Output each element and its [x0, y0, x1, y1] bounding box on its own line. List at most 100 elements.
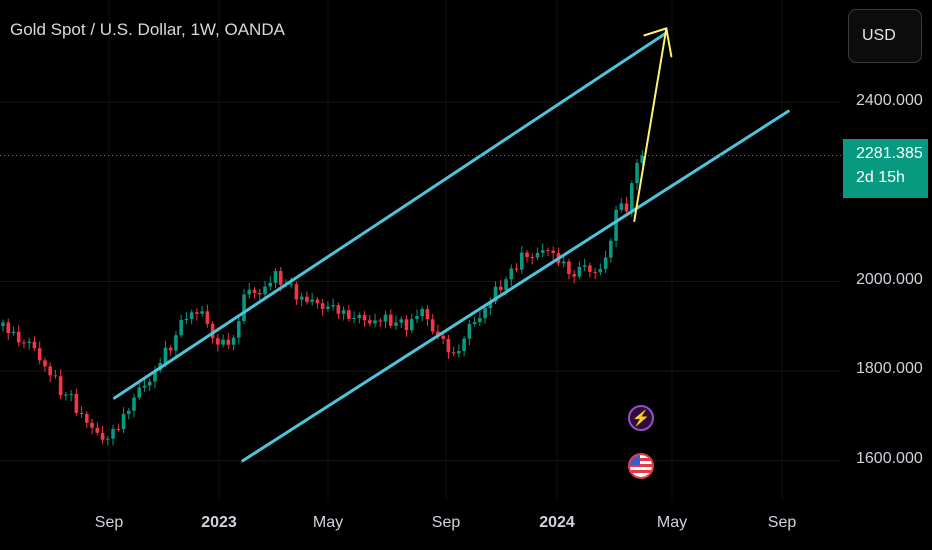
candle-body [399, 319, 404, 323]
us-flag-icon[interactable] [628, 453, 654, 479]
candle-body [425, 309, 430, 320]
candle-body [210, 323, 215, 339]
candle-body [179, 320, 183, 336]
candle-body [299, 296, 304, 300]
candle-body [509, 268, 514, 280]
candle-body [6, 322, 11, 334]
candle-body [11, 331, 16, 334]
y-axis-label-1600: 1600.000 [856, 450, 923, 467]
candle-body [174, 335, 178, 351]
candle-body [142, 385, 147, 388]
candle-body [619, 203, 624, 210]
arrow-head [643, 27, 673, 58]
candle-body [540, 250, 545, 253]
candle-body [153, 370, 157, 382]
candle-body [294, 284, 299, 300]
candle-body [441, 335, 445, 339]
candle-body [132, 397, 136, 411]
candle-body [53, 375, 58, 377]
candle-body [37, 348, 42, 361]
candle-body [347, 310, 351, 319]
candle-body [69, 393, 73, 395]
candle-body [252, 289, 257, 293]
candle-body [341, 310, 346, 314]
projection-arrow [633, 27, 668, 223]
candle-body [614, 209, 618, 241]
candle-body [373, 320, 377, 324]
candle-body [378, 320, 383, 322]
candle-body [624, 203, 629, 212]
candle-body [415, 316, 419, 320]
candle-body [446, 338, 451, 353]
candle-body [320, 303, 325, 309]
candle-body [1, 322, 5, 327]
candle-body [90, 422, 94, 428]
x-axis-label-sep-2022: Sep [94, 514, 124, 531]
candle-body [184, 318, 189, 321]
candle-body [22, 342, 26, 344]
candle-body [242, 294, 246, 322]
y-axis-label-1800: 1800.000 [856, 360, 923, 377]
candle-body [216, 338, 220, 345]
candle-body [336, 305, 341, 314]
candle-body [247, 289, 252, 295]
x-axis-label-sep-2023: Sep [431, 514, 461, 531]
candle-body [436, 331, 440, 336]
candle-body [383, 314, 388, 322]
candle-body [305, 296, 309, 302]
candle-body [257, 292, 262, 295]
candle-body [567, 261, 571, 275]
candle-body [189, 312, 194, 319]
bar-countdown: 2d 15h [856, 169, 905, 186]
candle-body [472, 322, 477, 325]
candle-body [478, 318, 482, 323]
channel-upper-line [112, 31, 668, 400]
candle-body [404, 319, 409, 331]
candle-body [603, 257, 608, 269]
candle-body [200, 311, 204, 314]
candle-body [352, 318, 356, 320]
candle-body [74, 393, 79, 413]
x-axis-label-2024: 2024 [539, 514, 575, 531]
candle-body [457, 351, 461, 354]
x-axis-label-sep-2024: Sep [767, 514, 797, 531]
candle-body [582, 265, 587, 267]
x-axis-label-may-2024: May [656, 514, 688, 531]
candle-body [430, 319, 435, 332]
lightning-icon[interactable]: ⚡ [628, 405, 654, 431]
candle-body [32, 341, 37, 349]
candle-body [546, 250, 550, 252]
last-price-badge: 2281.385 2d 15h [843, 139, 928, 198]
candle-body [268, 282, 273, 287]
candle-body [27, 341, 31, 344]
y-axis-label-2000: 2000.000 [856, 271, 923, 288]
candle-body [195, 312, 199, 314]
candle-body [504, 279, 508, 291]
candle-body [221, 339, 225, 345]
candle-body [551, 250, 555, 254]
candle-body [263, 286, 267, 295]
candle-body [147, 381, 152, 386]
chart-title: Gold Spot / U.S. Dollar, 1W, OANDA [10, 20, 285, 39]
candle-body [137, 387, 142, 398]
candle-body [121, 413, 126, 430]
currency-button[interactable]: USD [848, 9, 922, 63]
candle-body [231, 337, 236, 345]
candle-body [514, 268, 519, 270]
candle-body [368, 320, 372, 324]
candle-body [85, 413, 89, 423]
candle-body [58, 376, 63, 396]
candle-body [116, 428, 121, 430]
candle-body [362, 315, 367, 321]
candle-body [525, 252, 529, 258]
candle-body [451, 352, 456, 354]
candle-body [519, 252, 524, 270]
candle-body [100, 432, 105, 440]
candle-body [163, 347, 168, 364]
candle-body [467, 324, 472, 339]
candle-body [278, 270, 283, 285]
candle-body [609, 240, 613, 258]
candle-body [106, 438, 110, 440]
candle-body [577, 266, 582, 277]
